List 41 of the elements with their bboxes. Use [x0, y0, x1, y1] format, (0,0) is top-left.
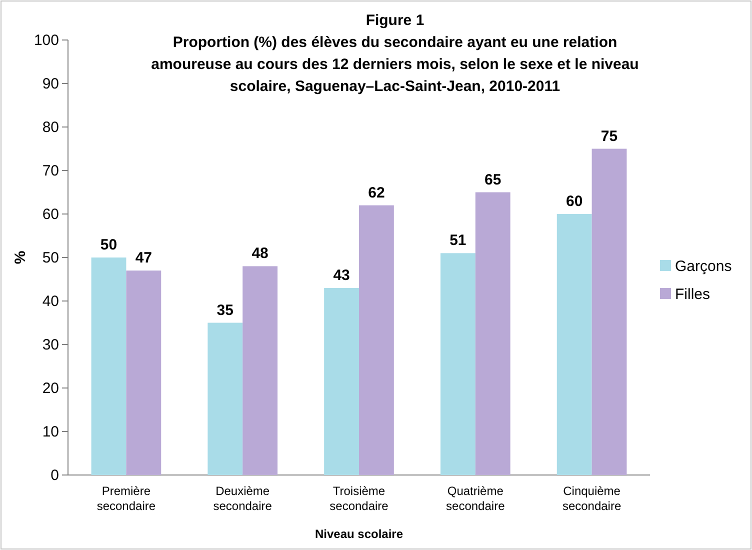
bar — [359, 205, 394, 475]
x-axis-title: Niveau scolaire — [314, 527, 404, 541]
bar — [126, 270, 162, 475]
x-tick-label: Première secondaire — [96, 484, 156, 513]
y-tick-label: 0 — [50, 466, 59, 484]
bar — [475, 192, 510, 475]
y-tick-label: 30 — [42, 336, 59, 354]
data-label: 43 — [333, 266, 350, 284]
x-tick-label: Deuxième secondaire — [213, 484, 272, 513]
data-label: 35 — [216, 302, 234, 319]
y-tick-label: 90 — [42, 75, 59, 92]
x-tick-label: Cinquième secondaire — [562, 484, 622, 513]
y-tick-label: 20 — [42, 380, 59, 397]
y-axis-title: % — [12, 250, 29, 264]
data-label: 62 — [368, 184, 385, 202]
bar — [324, 288, 359, 475]
bar — [208, 322, 243, 475]
data-label: 50 — [100, 236, 118, 254]
bar — [592, 148, 627, 475]
legend-label: Filles — [675, 286, 710, 303]
y-tick-label: 80 — [42, 118, 59, 136]
legend-label: Garçons — [675, 258, 732, 275]
chart-title: Figure 1 Proportion (%) des élèves du secondaire ayant eu une relation amoureuse au cours des 12 derniers mois, selon le sexe et le niveau scolaire, Saguenay–Lac-Saint-Jean, 2010-2011 — [151, 12, 639, 95]
y-tick-label: 70 — [42, 162, 59, 180]
data-label: 51 — [450, 232, 466, 250]
y-tick-label: 40 — [42, 292, 59, 310]
y-tick-label: 10 — [42, 423, 59, 440]
data-label: 75 — [600, 128, 618, 145]
y-tick-label: 60 — [42, 206, 59, 223]
bar — [242, 266, 278, 475]
bar — [440, 253, 476, 475]
bar — [556, 214, 592, 475]
data-label: 60 — [566, 193, 583, 210]
data-label: 48 — [252, 245, 268, 262]
data-label: 47 — [135, 250, 152, 267]
x-tick-label: Troisième secondaire — [330, 484, 389, 513]
y-tick-label: 100 — [34, 32, 59, 49]
x-tick-label: Quatrième secondaire — [446, 484, 506, 513]
y-tick-label: 50 — [42, 249, 59, 266]
data-label: 65 — [484, 171, 502, 188]
bar — [91, 258, 126, 475]
